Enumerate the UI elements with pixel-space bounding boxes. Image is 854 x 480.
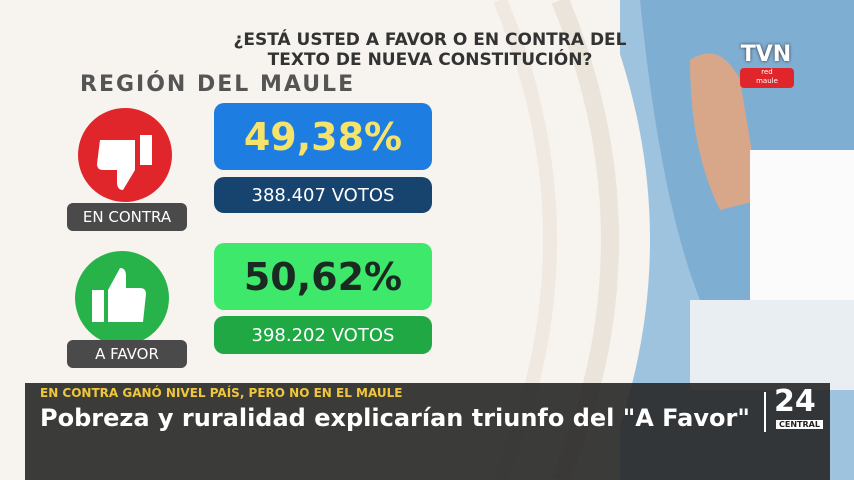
percent-box: 49,38% — [214, 103, 432, 170]
thumb-shape — [108, 268, 146, 322]
hand — [690, 53, 760, 211]
result-label: EN CONTRA — [67, 203, 187, 231]
ballot-box — [690, 300, 854, 390]
thumb-shape — [97, 140, 135, 190]
kicker: EN CONTRA GANÓ NIVEL PAÍS, PERO NO EN EL… — [40, 386, 403, 400]
logo: TVN — [740, 42, 792, 67]
question: TEXTO DE NUEVA CONSTITUCIÓN? — [267, 50, 593, 70]
logo-text: maule — [756, 77, 778, 85]
region: REGIÓN DEL MAULE — [80, 72, 356, 97]
channel-sub: CENTRAL — [776, 420, 823, 429]
result-label: A FAVOR — [67, 340, 187, 368]
logo-badge: red maule — [740, 68, 794, 88]
votes-box: 398.202 VOTOS — [214, 316, 432, 354]
votes-box: 388.407 VOTOS — [214, 177, 432, 213]
lower-third-bg — [25, 383, 830, 480]
thumb-cuff — [140, 135, 152, 165]
logo-text: red — [761, 68, 773, 76]
headline: Pobreza y ruralidad explicarían triunfo … — [40, 404, 750, 432]
question: ¿ESTÁ USTED A FAVOR O EN CONTRA DEL — [233, 30, 627, 50]
channel-logo: 24 — [774, 384, 816, 419]
thumb-cuff — [92, 290, 104, 322]
percent-box: 50,62% — [214, 243, 432, 310]
